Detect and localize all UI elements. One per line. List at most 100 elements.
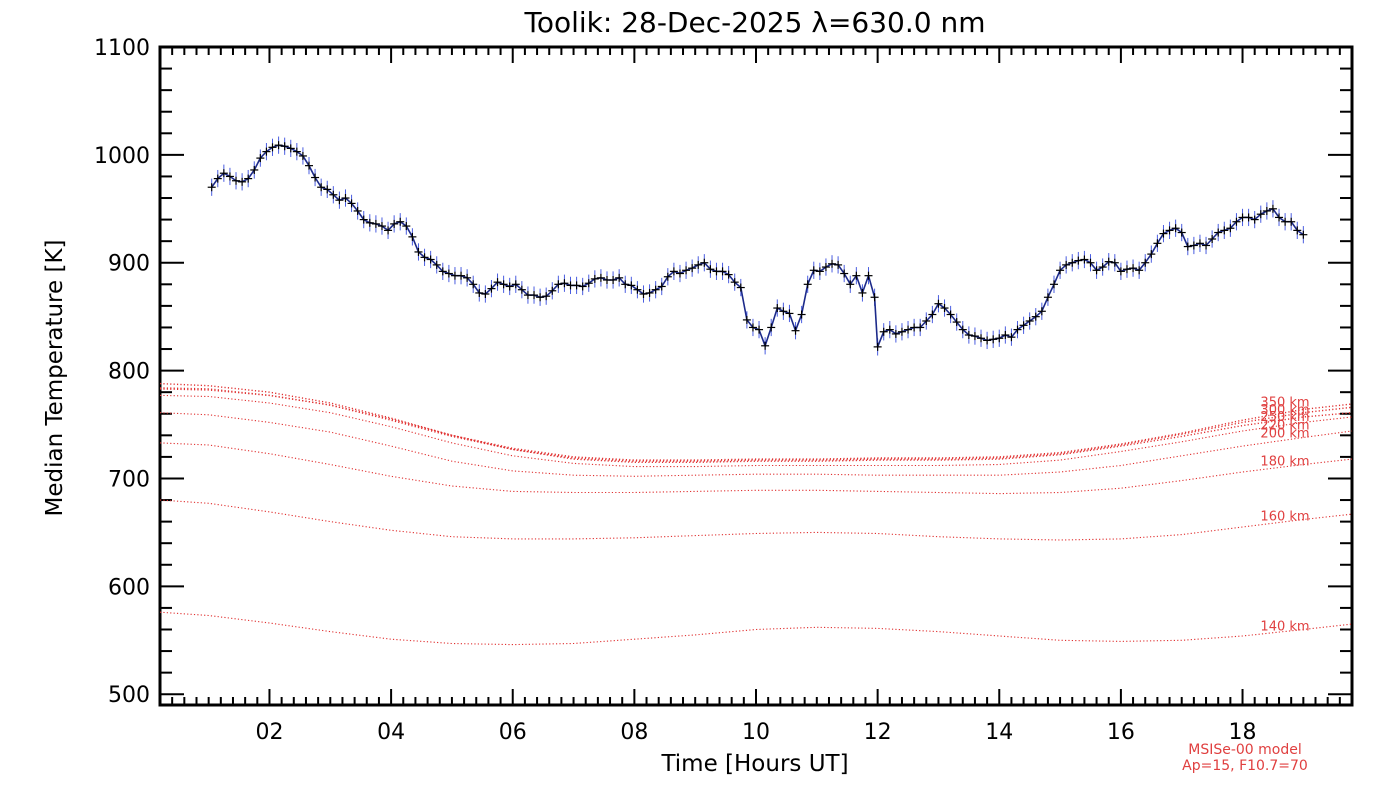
data-point	[1250, 215, 1259, 224]
data-point	[359, 215, 368, 224]
data-point	[761, 341, 770, 350]
data-point	[1043, 293, 1052, 302]
data-point	[1068, 258, 1077, 267]
data-point	[1037, 307, 1046, 316]
data-point	[651, 285, 660, 294]
data-point	[755, 325, 764, 334]
data-point	[946, 310, 955, 319]
data-point	[463, 273, 472, 282]
data-point	[1129, 264, 1138, 273]
model-note-line-1: MSISe-00 model	[1188, 742, 1302, 758]
data-point	[353, 206, 362, 215]
data-point	[1086, 258, 1095, 267]
data-point	[1171, 224, 1180, 233]
data-point	[481, 290, 490, 299]
data-point	[989, 335, 998, 344]
data-point	[834, 260, 843, 269]
data-point	[852, 271, 861, 280]
data-point	[578, 282, 587, 291]
model-curve-220-km	[159, 394, 1353, 468]
data-point	[1147, 250, 1156, 259]
data-point	[1287, 217, 1296, 226]
data-point	[615, 273, 624, 282]
data-point	[821, 263, 830, 272]
data-point	[335, 196, 344, 205]
data-point	[724, 270, 733, 279]
data-point	[773, 304, 782, 313]
data-point	[511, 280, 520, 289]
data-point	[1056, 266, 1065, 275]
data-point	[922, 316, 931, 325]
data-point	[292, 147, 301, 156]
data-point	[785, 309, 794, 318]
data-point	[213, 174, 222, 183]
x-tick-label: 18	[1229, 720, 1257, 745]
data-point	[1116, 267, 1125, 276]
model-curve-label: 200 km	[1260, 426, 1309, 441]
data-point	[657, 282, 666, 291]
data-point	[1226, 224, 1235, 233]
data-point	[1104, 257, 1113, 266]
data-point	[1208, 235, 1217, 244]
data-point	[797, 310, 806, 319]
data-point	[916, 323, 925, 332]
y-axis-label: Median Temperature [K]	[42, 240, 68, 517]
x-tick-label: 14	[985, 720, 1013, 745]
data-point	[1299, 230, 1308, 239]
data-point	[280, 142, 289, 151]
data-point	[487, 284, 496, 293]
data-point	[225, 172, 234, 181]
data-point	[864, 271, 873, 280]
data-point	[517, 285, 526, 294]
data-point	[767, 323, 776, 332]
data-point	[718, 267, 727, 276]
data-point	[904, 325, 913, 334]
data-point	[1098, 263, 1107, 272]
data-point	[207, 183, 216, 192]
data-point	[1214, 228, 1223, 237]
data-point	[958, 325, 967, 334]
data-point	[700, 258, 709, 267]
data-point	[457, 271, 466, 280]
data-point	[1062, 260, 1071, 269]
data-point	[311, 173, 320, 182]
data-point	[682, 266, 691, 275]
model-curve-140-km	[159, 611, 1353, 646]
data-point	[432, 260, 441, 269]
x-tick-label: 08	[620, 720, 648, 745]
error-bars-layer	[211, 136, 1304, 356]
data-point	[809, 266, 818, 275]
data-point	[1080, 255, 1089, 264]
data-point	[554, 280, 563, 289]
data-point	[499, 280, 508, 289]
data-point	[633, 285, 642, 294]
data-point	[1141, 258, 1150, 267]
data-point	[396, 217, 405, 226]
data-point	[846, 280, 855, 289]
x-tick-label: 16	[1107, 720, 1135, 745]
data-point	[420, 253, 429, 262]
data-point	[815, 267, 824, 276]
data-point	[1189, 241, 1198, 250]
data-point	[995, 334, 1004, 343]
data-point	[730, 278, 739, 287]
y-tick-label: 500	[108, 683, 150, 708]
data-point	[305, 161, 313, 170]
data-point	[232, 176, 241, 185]
y-tick-label: 900	[108, 252, 150, 277]
data-point	[444, 269, 453, 278]
measurement-line-layer	[211, 144, 1304, 349]
data-point	[675, 269, 684, 278]
data-point	[609, 275, 618, 284]
data-point	[548, 286, 557, 295]
data-point	[475, 288, 484, 297]
data-point	[977, 334, 986, 343]
data-point	[897, 327, 906, 336]
data-point	[1007, 333, 1016, 342]
data-point	[1244, 213, 1253, 222]
data-point	[584, 279, 593, 288]
temperature-line	[211, 144, 1304, 349]
data-point	[940, 304, 949, 313]
